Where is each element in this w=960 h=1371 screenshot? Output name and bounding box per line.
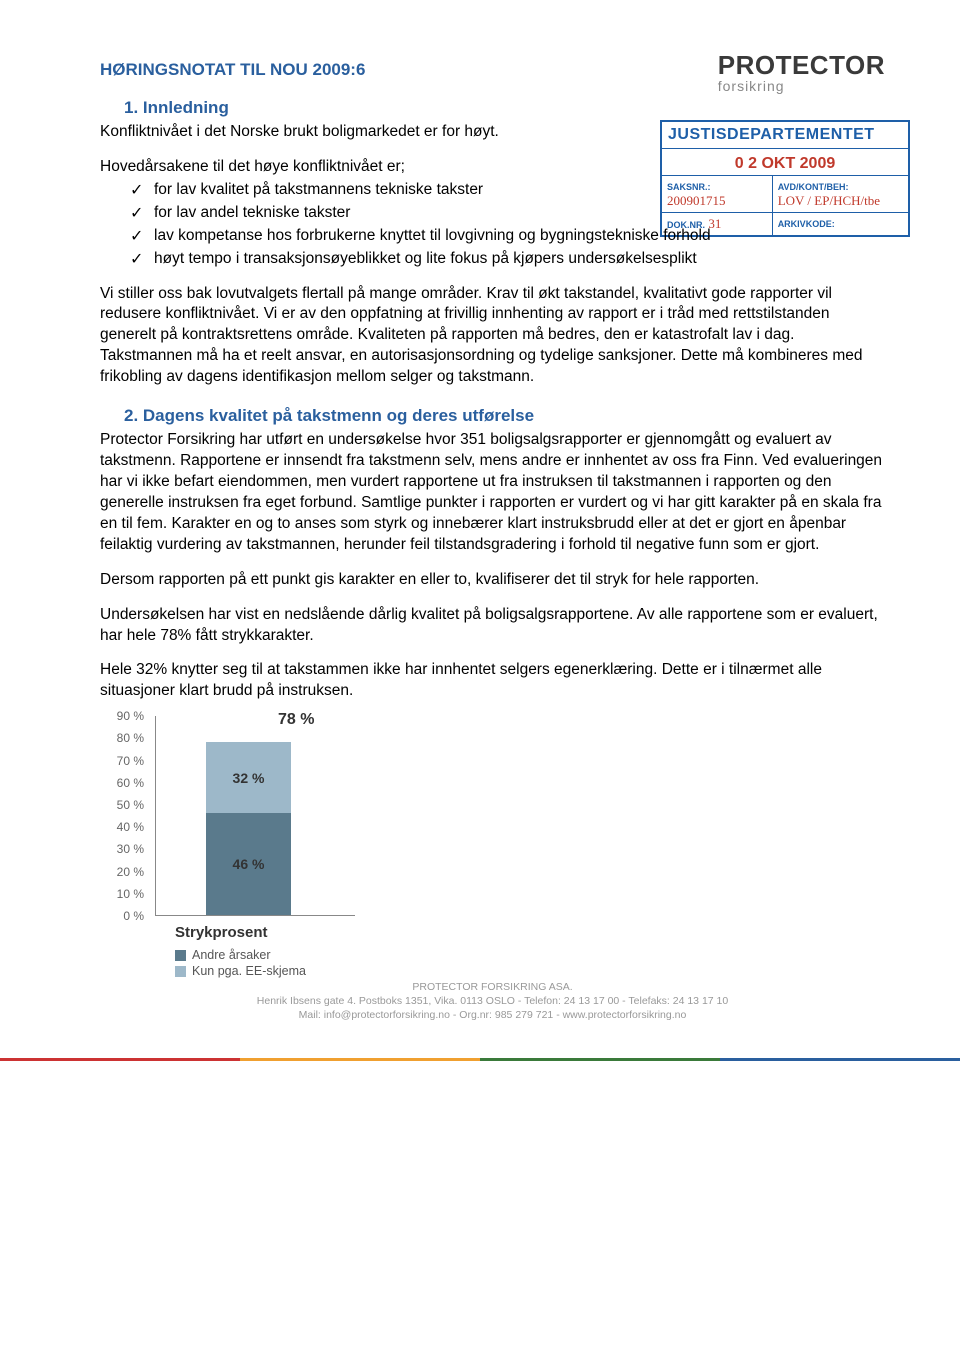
paragraph-3: Vi stiller oss bak lovutvalgets flertall… (100, 284, 885, 389)
chart-x-title: Strykprosent (175, 924, 268, 941)
legend-label: Kun pga. EE-skjema (192, 964, 306, 978)
paragraph-5: Dersom rapporten på ett punkt gis karakt… (100, 570, 885, 591)
logo-main: PROTECTOR (718, 50, 885, 81)
ytick: 50 % (117, 798, 144, 812)
legend-swatch (175, 950, 186, 961)
legend-item: Andre årsaker (175, 948, 306, 962)
bullet-item: høyt tempo i transaksjonsøyeblikket og l… (130, 249, 885, 270)
footer-color-bar (0, 1058, 960, 1061)
footer-bar-segment (720, 1058, 960, 1061)
stamp-date: 0 2 OKT 2009 (662, 149, 908, 175)
bullet-item: lav kompetanse hos forbrukerne knyttet t… (130, 226, 885, 247)
chart-plot-area: 32 %46 % (155, 716, 355, 916)
footer-bar-segment (0, 1058, 240, 1061)
legend-label: Andre årsaker (192, 948, 271, 962)
legend-item: Kun pga. EE-skjema (175, 964, 306, 978)
bullet-item: for lav andel tekniske takster (130, 203, 885, 224)
ytick: 40 % (117, 820, 144, 834)
ytick: 30 % (117, 842, 144, 856)
ytick: 10 % (117, 887, 144, 901)
document-page: PROTECTOR forsikring JUSTISDEPARTEMENTET… (0, 0, 960, 1052)
bar-segment: 32 % (206, 742, 291, 813)
section-2-title: 2. Dagens kvalitet på takstmenn og deres… (124, 406, 885, 426)
bar-chart: 90 % 80 % 70 % 60 % 50 % 40 % 30 % 20 % … (100, 716, 440, 976)
ytick: 90 % (117, 709, 144, 723)
stamp-department: JUSTISDEPARTEMENTET (662, 122, 908, 149)
chart-y-axis: 90 % 80 % 70 % 60 % 50 % 40 % 30 % 20 % … (100, 716, 150, 916)
page-footer: PROTECTOR FORSIKRING ASA. Henrik Ibsens … (100, 981, 885, 1022)
legend-swatch (175, 966, 186, 977)
bar-segment: 46 % (206, 813, 291, 915)
footer-bar-segment (480, 1058, 720, 1061)
chart-legend: Andre årsaker Kun pga. EE-skjema (175, 946, 306, 978)
paragraph-7: Hele 32% knytter seg til at takstammen i… (100, 660, 885, 702)
ytick: 70 % (117, 754, 144, 768)
bullet-item: for lav kvalitet på takstmannens teknisk… (130, 180, 885, 201)
ytick: 60 % (117, 776, 144, 790)
ytick: 20 % (117, 865, 144, 879)
ytick: 80 % (117, 731, 144, 745)
ytick: 0 % (123, 909, 144, 923)
bar-stack: 32 %46 % (206, 742, 291, 915)
footer-line-1: PROTECTOR FORSIKRING ASA. (100, 981, 885, 995)
footer-bar-segment (240, 1058, 480, 1061)
paragraph-4: Protector Forsikring har utført en under… (100, 430, 885, 556)
footer-line-2: Henrik Ibsens gate 4. Postboks 1351, Vik… (100, 995, 885, 1009)
company-logo: PROTECTOR forsikring (718, 50, 885, 94)
section-1-title: 1. Innledning (124, 98, 885, 118)
paragraph-6: Undersøkelsen har vist en nedslående dår… (100, 605, 885, 647)
footer-line-3: Mail: info@protectorforsikring.no - Org.… (100, 1009, 885, 1023)
